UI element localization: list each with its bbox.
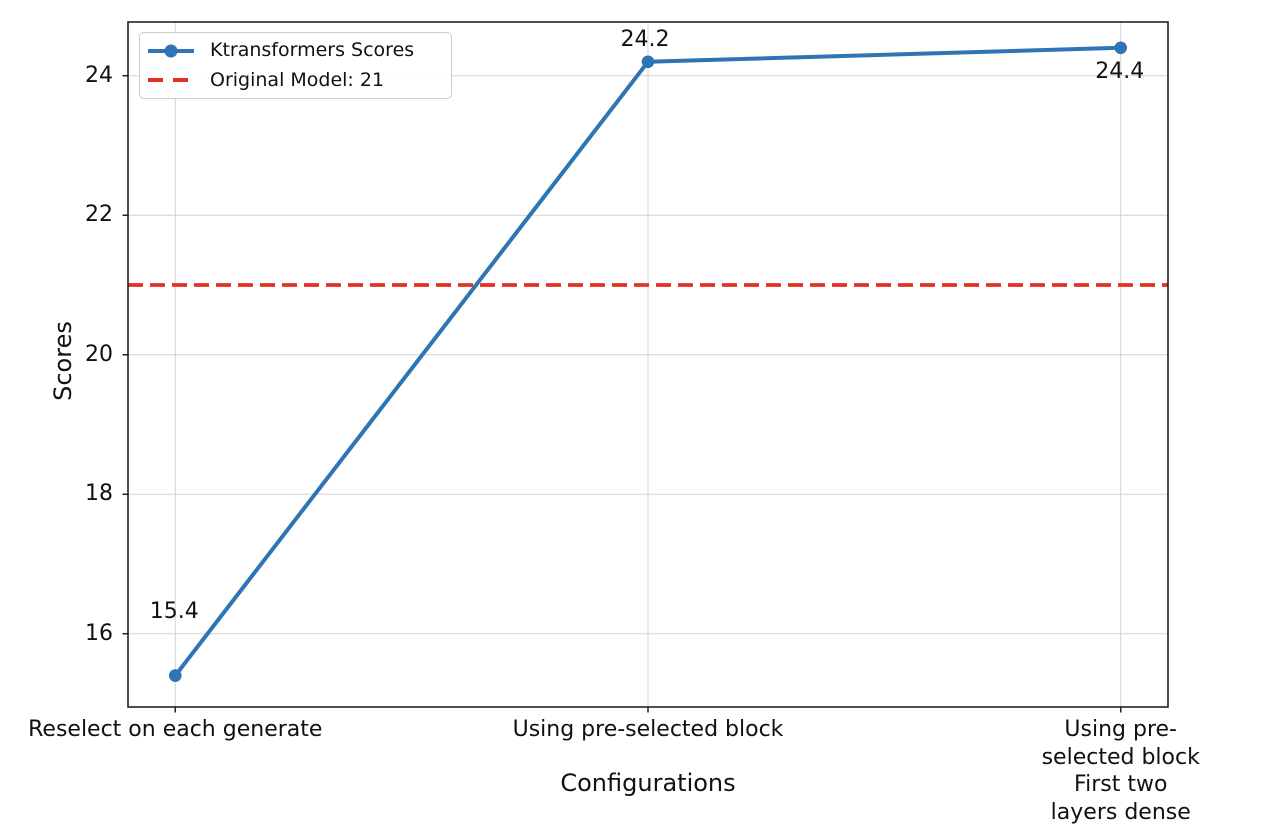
legend-label-reference: Original Model: 21 — [210, 68, 385, 91]
x-tick-label: Using pre-selected block — [512, 717, 784, 742]
legend-label-series: Ktransformers Scores — [210, 39, 415, 62]
data-point-label: 24.2 — [620, 26, 670, 52]
x-axis-label: Configurations — [560, 769, 736, 797]
legend-item-ktransformers-scores: Ktransformers Scores — [147, 41, 441, 61]
y-tick-label: 20 — [85, 341, 113, 367]
data-point-marker — [641, 55, 655, 69]
legend-solid-line-icon — [148, 44, 194, 58]
data-point-label: 15.4 — [149, 598, 199, 624]
y-tick-label: 22 — [85, 202, 113, 228]
y-tick-label: 18 — [85, 481, 113, 507]
x-tick-label: Using pre-selected block First two layer… — [1041, 717, 1200, 825]
data-point-marker — [1114, 41, 1128, 55]
y-tick-label: 24 — [85, 62, 113, 88]
y-tick-label: 16 — [85, 620, 113, 646]
legend-item-original-model: Original Model: 21 — [147, 70, 441, 90]
data-point-marker — [168, 669, 182, 682]
legend-dashed-line-icon — [148, 78, 194, 83]
plot-area — [122, 21, 1169, 713]
line-chart: Scores Configurations Ktransformers Scor… — [28, 21, 1200, 825]
x-tick-label: Reselect on each generate — [28, 717, 323, 742]
data-point-label: 24.4 — [1095, 58, 1145, 84]
plot-border — [127, 21, 1169, 708]
legend: Ktransformers Scores Original Model: 21 — [139, 32, 452, 99]
